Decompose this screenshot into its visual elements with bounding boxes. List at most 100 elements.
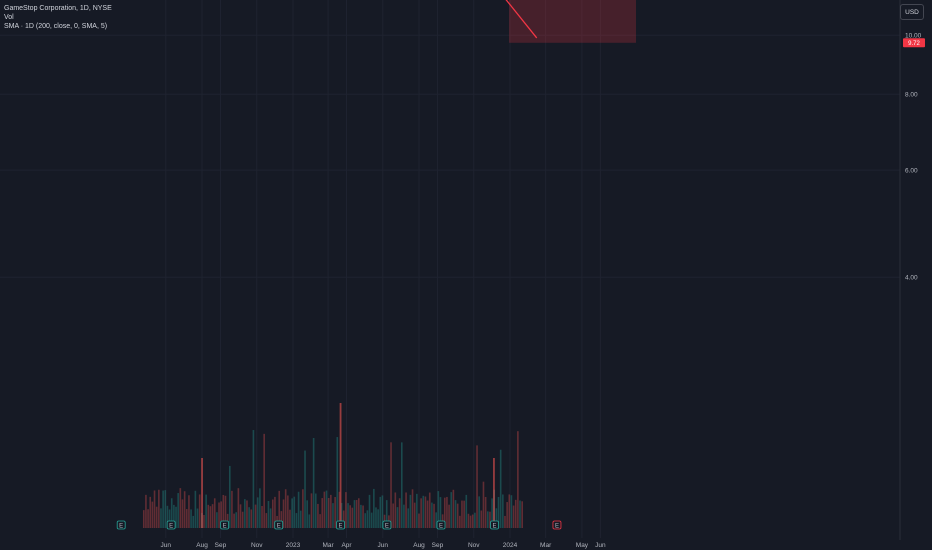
volume-bar — [284, 489, 287, 528]
volume-bar — [508, 494, 511, 528]
volume-bar — [433, 503, 435, 528]
volume-bar — [164, 490, 167, 528]
x-tick-label: 2024 — [503, 542, 518, 549]
volume-bar — [162, 490, 164, 528]
volume-bar — [495, 508, 498, 528]
volume-bar — [405, 492, 407, 528]
volume-bar — [364, 513, 367, 528]
earnings-marker-label: E — [277, 523, 281, 529]
volume-bar — [456, 503, 459, 528]
volume-bar — [142, 510, 145, 528]
volume-bar — [437, 491, 440, 528]
x-tick-label: Jun — [378, 542, 389, 549]
volume-bar — [323, 491, 326, 528]
volume-bar — [418, 513, 420, 528]
volume-bar — [216, 512, 218, 528]
volume-bar — [497, 497, 500, 528]
volume-bar — [486, 511, 489, 528]
volume-bar — [512, 505, 515, 528]
volume-bar — [517, 431, 519, 528]
volume-bar — [287, 495, 289, 528]
volume-bar — [282, 499, 285, 528]
volume-bar — [463, 500, 465, 528]
volume-bar — [198, 494, 201, 528]
y-tick-label: 10.00 — [905, 33, 922, 40]
price-axis-bg — [900, 0, 932, 550]
time-axis: Jun Aug Sep Nov 2023 Mar Apr Jun Aug Sep Nov 2024 Ma… — [161, 542, 606, 549]
volume-bar — [362, 505, 364, 528]
volume-bar — [259, 488, 261, 528]
volume-bar — [183, 491, 186, 528]
volume-bar — [338, 491, 341, 528]
earnings-marker — [336, 520, 345, 530]
price-axis: 4.006.008.0010.0012.0014.0016.0018.0020.… — [899, 0, 932, 550]
volume-bar — [246, 500, 248, 528]
earnings-marker — [274, 520, 284, 530]
volume-spike — [493, 458, 495, 528]
y-tick-label: 8.00 — [905, 92, 918, 99]
volume-bar — [373, 488, 375, 528]
y-tick-label: 4.00 — [905, 275, 918, 282]
volume-bar — [381, 495, 384, 528]
volume-bar — [448, 504, 450, 528]
volume-bar — [325, 490, 328, 528]
volume-bar — [177, 493, 179, 528]
volume-spike — [201, 458, 203, 528]
volume-bar — [422, 495, 425, 528]
volume-bar — [342, 510, 345, 528]
volume-bar — [491, 498, 493, 528]
volume-bar — [431, 502, 433, 528]
volume-bar — [334, 497, 336, 528]
earnings-marker — [166, 520, 176, 530]
earnings-marker — [436, 520, 446, 530]
volume-bar — [168, 509, 171, 528]
volume-bar — [519, 500, 521, 528]
volume-bar — [514, 499, 517, 528]
volume-bar — [289, 509, 291, 528]
x-tick-label: Sep — [432, 542, 444, 549]
volume-bar — [426, 500, 429, 528]
volume-bar — [160, 508, 162, 528]
volume-bar — [385, 500, 388, 528]
volume-bar — [474, 512, 476, 528]
volume-bar — [471, 514, 474, 528]
x-tick-label: Aug — [413, 542, 425, 549]
volume-bar — [510, 495, 513, 528]
x-tick-label: Jun — [595, 542, 606, 549]
volume-bar — [443, 497, 446, 528]
x-tick-label: Mar — [322, 542, 334, 549]
volume-bar — [377, 509, 379, 528]
volume-bar — [306, 500, 308, 528]
volume-bar — [428, 492, 431, 528]
price-badge-label: 9.72 — [908, 41, 920, 47]
earnings-marker — [220, 520, 230, 530]
volume-bar — [175, 506, 177, 528]
volume-bar — [241, 511, 244, 528]
volume-bar — [209, 506, 212, 528]
volume-bar — [166, 505, 169, 528]
volume-bar — [366, 510, 369, 528]
earnings-marker-label: E — [169, 523, 173, 529]
earnings-marker-label: E — [555, 523, 559, 529]
volume-bars — [142, 403, 523, 528]
volume-bar — [465, 494, 468, 528]
volume-bar — [394, 492, 397, 528]
volume-bar — [504, 515, 506, 528]
volume-bar — [155, 506, 158, 528]
volume-bar — [196, 508, 199, 528]
volume-bar — [244, 499, 246, 528]
volume-bar — [147, 509, 149, 528]
drawings: TP2TP1EEEEEEEEE — [116, 0, 562, 530]
volume-bar — [521, 501, 523, 528]
volume-bar — [231, 490, 233, 528]
volume-bar — [310, 493, 313, 528]
volume-bar — [396, 507, 399, 528]
currency-button[interactable]: USD — [900, 4, 924, 20]
volume-bar — [173, 504, 175, 528]
volume-bar — [263, 433, 265, 528]
volume-bar — [355, 500, 358, 528]
legend-title: GameStop Corporation, 1D, NYSE — [4, 5, 112, 12]
volume-bar — [336, 437, 339, 528]
volume-bar — [278, 490, 281, 528]
